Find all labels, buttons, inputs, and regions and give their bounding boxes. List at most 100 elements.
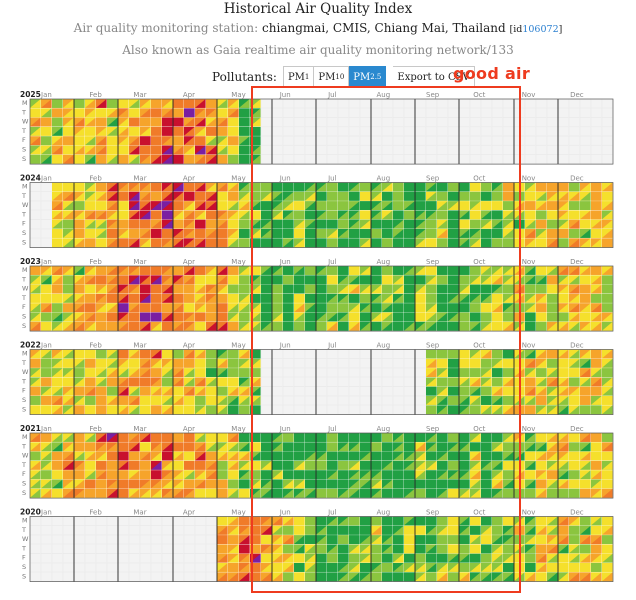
day-cell[interactable] xyxy=(503,368,514,377)
day-cell[interactable] xyxy=(316,284,327,294)
day-cell[interactable] xyxy=(371,525,382,535)
day-cell[interactable] xyxy=(305,191,316,201)
day-cell[interactable] xyxy=(569,293,580,303)
day-cell[interactable] xyxy=(360,219,371,229)
day-cell[interactable] xyxy=(250,377,261,387)
day-cell[interactable] xyxy=(437,405,448,415)
day-cell[interactable] xyxy=(470,229,481,238)
day-cell[interactable] xyxy=(481,488,492,498)
day-cell[interactable] xyxy=(448,572,459,582)
day-cell[interactable] xyxy=(327,229,338,238)
day-cell[interactable] xyxy=(294,210,305,220)
day-cell[interactable] xyxy=(470,191,481,201)
day-cell[interactable] xyxy=(52,136,63,146)
day-cell[interactable] xyxy=(437,451,448,461)
day-cell[interactable] xyxy=(415,284,426,294)
day-cell[interactable] xyxy=(63,99,74,108)
day-cell[interactable] xyxy=(525,284,536,294)
day-cell[interactable] xyxy=(162,210,173,220)
day-cell[interactable] xyxy=(360,525,371,535)
day-cell[interactable] xyxy=(305,525,316,535)
day-cell[interactable] xyxy=(393,238,404,248)
day-cell[interactable] xyxy=(129,368,140,377)
day-cell[interactable] xyxy=(382,275,393,285)
day-cell[interactable] xyxy=(316,442,327,452)
day-cell[interactable] xyxy=(316,229,327,238)
day-cell[interactable] xyxy=(283,572,294,582)
day-cell[interactable] xyxy=(437,525,448,535)
day-cell[interactable] xyxy=(470,460,481,470)
day-cell[interactable] xyxy=(382,182,393,192)
day-cell[interactable] xyxy=(591,284,602,294)
day-cell[interactable] xyxy=(536,210,547,220)
day-cell[interactable] xyxy=(261,563,272,572)
day-cell[interactable] xyxy=(316,563,327,572)
day-cell[interactable] xyxy=(448,275,459,285)
day-cell[interactable] xyxy=(382,238,393,248)
day-cell[interactable] xyxy=(470,405,481,415)
day-cell[interactable] xyxy=(338,191,349,201)
day-cell[interactable] xyxy=(525,460,536,470)
day-cell[interactable] xyxy=(327,451,338,461)
day-cell[interactable] xyxy=(591,368,602,377)
day-cell[interactable] xyxy=(426,405,437,415)
day-cell[interactable] xyxy=(283,488,294,498)
day-cell[interactable] xyxy=(294,321,305,331)
day-cell[interactable] xyxy=(371,535,382,544)
day-cell[interactable] xyxy=(338,572,349,582)
day-cell[interactable] xyxy=(195,210,206,220)
day-cell[interactable] xyxy=(602,377,613,387)
day-cell[interactable] xyxy=(338,238,349,248)
day-cell[interactable] xyxy=(294,572,305,582)
day-cell[interactable] xyxy=(371,275,382,285)
day-cell[interactable] xyxy=(602,293,613,303)
day-cell[interactable] xyxy=(437,460,448,470)
day-cell[interactable] xyxy=(261,460,272,470)
day-cell[interactable] xyxy=(173,368,184,377)
day-cell[interactable] xyxy=(41,368,52,377)
day-cell[interactable] xyxy=(536,293,547,303)
day-cell[interactable] xyxy=(382,488,393,498)
day-cell[interactable] xyxy=(448,488,459,498)
day-cell[interactable] xyxy=(437,210,448,220)
day-cell[interactable] xyxy=(173,451,184,461)
day-cell[interactable] xyxy=(470,358,481,368)
day-cell[interactable] xyxy=(393,321,404,331)
day-cell[interactable] xyxy=(206,451,217,461)
day-cell[interactable] xyxy=(426,201,437,210)
day-cell[interactable] xyxy=(272,219,283,229)
day-cell[interactable] xyxy=(118,99,129,108)
day-cell[interactable] xyxy=(415,201,426,210)
station-id-link[interactable]: 106072 xyxy=(522,24,559,35)
day-cell[interactable] xyxy=(74,210,85,220)
day-cell[interactable] xyxy=(272,516,283,526)
day-cell[interactable] xyxy=(371,210,382,220)
day-cell[interactable] xyxy=(503,293,514,303)
day-cell[interactable] xyxy=(96,210,107,220)
day-cell[interactable] xyxy=(294,525,305,535)
day-cell[interactable] xyxy=(492,284,503,294)
day-cell[interactable] xyxy=(459,321,470,331)
day-cell[interactable] xyxy=(393,284,404,294)
day-cell[interactable] xyxy=(217,136,228,146)
day-cell[interactable] xyxy=(206,368,217,377)
day-cell[interactable] xyxy=(272,238,283,248)
day-cell[interactable] xyxy=(327,191,338,201)
day-cell[interactable] xyxy=(448,535,459,544)
day-cell[interactable] xyxy=(52,99,63,108)
day-cell[interactable] xyxy=(481,182,492,192)
day-cell[interactable] xyxy=(437,201,448,210)
day-cell[interactable] xyxy=(470,368,481,377)
day-cell[interactable] xyxy=(426,358,437,368)
day-cell[interactable] xyxy=(316,293,327,303)
day-cell[interactable] xyxy=(481,293,492,303)
day-cell[interactable] xyxy=(261,535,272,544)
day-cell[interactable] xyxy=(316,182,327,192)
day-cell[interactable] xyxy=(327,525,338,535)
day-cell[interactable] xyxy=(184,460,195,470)
day-cell[interactable] xyxy=(250,368,261,377)
day-cell[interactable] xyxy=(316,451,327,461)
day-cell[interactable] xyxy=(305,210,316,220)
day-cell[interactable] xyxy=(63,136,74,146)
day-cell[interactable] xyxy=(558,377,569,387)
